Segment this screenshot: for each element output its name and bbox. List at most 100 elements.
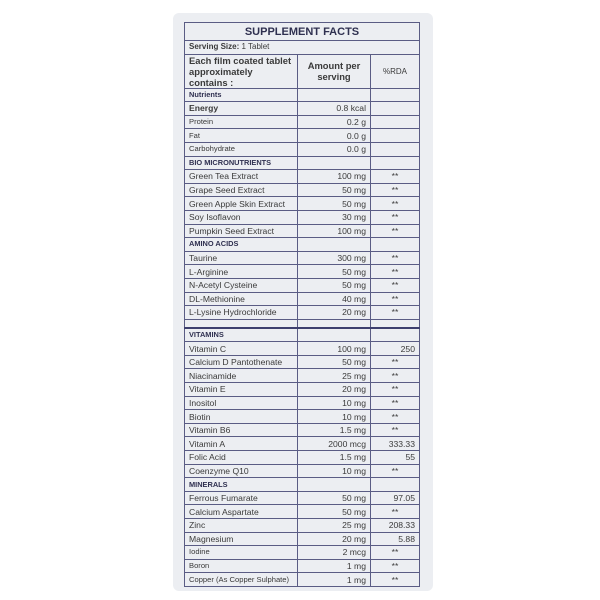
supplement-facts-table: SUPPLEMENT FACTS Serving Size: 1 Tablet … bbox=[184, 22, 420, 587]
table-row: Vitamin B6 1.5 mg ** bbox=[184, 422, 420, 438]
amount-per-serving: 2 mcg bbox=[297, 545, 371, 560]
empty-cell bbox=[297, 155, 371, 171]
ingredient-name: Vitamin A bbox=[184, 436, 298, 452]
table-row: DL-Methionine 40 mg ** bbox=[184, 291, 420, 307]
amount-per-serving: 1.5 mg bbox=[297, 450, 371, 465]
amount-per-serving: 100 mg bbox=[297, 341, 371, 356]
amount-per-serving: 0.8 kcal bbox=[297, 101, 371, 116]
amount-per-serving: 50 mg bbox=[297, 264, 371, 279]
amount-per-serving: 50 mg bbox=[297, 354, 371, 370]
rda-value: ** bbox=[370, 264, 420, 279]
ingredient-name: L-Lysine Hydrochloride bbox=[184, 305, 298, 320]
rda-value: ** bbox=[370, 395, 420, 411]
ingredient-name: Green Apple Skin Extract bbox=[184, 196, 298, 211]
empty-cell bbox=[370, 237, 420, 252]
table-row: Calcium D Pantothenate 50 mg ** bbox=[184, 354, 420, 370]
amount-per-serving: 50 mg bbox=[297, 182, 371, 198]
rda-value: ** bbox=[370, 368, 420, 384]
ingredient-name: Ferrous Fumarate bbox=[184, 490, 298, 506]
ingredient-name: Magnesium bbox=[184, 531, 298, 547]
ingredient-name: Vitamin E bbox=[184, 382, 298, 397]
rda-value: ** bbox=[370, 250, 420, 266]
rda-value: ** bbox=[370, 572, 420, 587]
amount-per-serving: 20 mg bbox=[297, 305, 371, 320]
rda-value bbox=[370, 141, 420, 157]
ingredient-name: Soy Isoflavon bbox=[184, 209, 298, 225]
amount-per-serving: 10 mg bbox=[297, 395, 371, 411]
amount-per-serving: 100 mg bbox=[297, 169, 371, 184]
empty-cell bbox=[297, 477, 371, 492]
ingredient-name: Energy bbox=[184, 101, 298, 116]
table-row: N-Acetyl Cysteine 50 mg ** bbox=[184, 277, 420, 293]
rda-value: ** bbox=[370, 209, 420, 225]
ingredient-name: Protein bbox=[184, 114, 298, 130]
rda-value: ** bbox=[370, 545, 420, 560]
empty-cell bbox=[297, 237, 371, 252]
amount-per-serving: 50 mg bbox=[297, 196, 371, 211]
table-title: SUPPLEMENT FACTS bbox=[184, 22, 420, 41]
amount-per-serving: 40 mg bbox=[297, 291, 371, 307]
table-row: Iodine 2 mcg ** bbox=[184, 545, 420, 560]
header-ingredient: Each film coated tablet approximately co… bbox=[184, 53, 298, 89]
table-row: Energy 0.8 kcal bbox=[184, 101, 420, 116]
amount-per-serving: 50 mg bbox=[297, 504, 371, 519]
amount-per-serving: 25 mg bbox=[297, 518, 371, 533]
amount-per-serving: 20 mg bbox=[297, 382, 371, 397]
table-row: Fat 0.0 g bbox=[184, 128, 420, 143]
ingredient-name: Zinc bbox=[184, 518, 298, 533]
amount-per-serving: 100 mg bbox=[297, 223, 371, 239]
empty-cell bbox=[370, 327, 420, 343]
serving-size: Serving Size: 1 Tablet bbox=[184, 40, 420, 55]
ingredient-name: Grape Seed Extract bbox=[184, 182, 298, 198]
ingredient-name: DL-Methionine bbox=[184, 291, 298, 307]
table-row: Magnesium 20 mg 5.88 bbox=[184, 531, 420, 547]
table-row: Carbohydrate 0.0 g bbox=[184, 141, 420, 157]
table-row: Inositol 10 mg ** bbox=[184, 395, 420, 411]
rda-value: ** bbox=[370, 463, 420, 479]
ingredient-name: Calcium D Pantothenate bbox=[184, 354, 298, 370]
ingredient-name: N-Acetyl Cysteine bbox=[184, 277, 298, 293]
table-row: Copper (As Copper Sulphate) 1 mg ** bbox=[184, 572, 420, 587]
rda-value: ** bbox=[370, 196, 420, 211]
rda-value bbox=[370, 114, 420, 130]
amount-per-serving: 1 mg bbox=[297, 572, 371, 587]
table-row: Biotin 10 mg ** bbox=[184, 409, 420, 424]
rda-value: 97.05 bbox=[370, 490, 420, 506]
table-row: L-Lysine Hydrochloride 20 mg ** bbox=[184, 305, 420, 320]
table-row: Coenzyme Q10 10 mg ** bbox=[184, 463, 420, 479]
empty-cell bbox=[370, 87, 420, 103]
rda-value: 5.88 bbox=[370, 531, 420, 547]
rda-value: 208.33 bbox=[370, 518, 420, 533]
amount-per-serving: 300 mg bbox=[297, 250, 371, 266]
table-row: Taurine 300 mg ** bbox=[184, 250, 420, 266]
section-title: Nutrients bbox=[184, 87, 298, 103]
ingredient-name: Iodine bbox=[184, 545, 298, 560]
ingredient-name: Pumpkin Seed Extract bbox=[184, 223, 298, 239]
empty-cell bbox=[370, 155, 420, 171]
serving-size-label: Serving Size: bbox=[189, 42, 240, 52]
rda-value: ** bbox=[370, 409, 420, 424]
rda-value: ** bbox=[370, 291, 420, 307]
empty-cell bbox=[370, 318, 420, 329]
table-row: Green Tea Extract 100 mg ** bbox=[184, 169, 420, 184]
table-row: Folic Acid 1.5 mg 55 bbox=[184, 450, 420, 465]
section-title: MINERALS bbox=[184, 477, 298, 492]
section-header: VITAMINS bbox=[184, 327, 420, 343]
table-row: Boron 1 mg ** bbox=[184, 558, 420, 574]
empty-cell bbox=[297, 87, 371, 103]
ingredient-name: Carbohydrate bbox=[184, 141, 298, 157]
ingredient-name: Copper (As Copper Sulphate) bbox=[184, 572, 298, 587]
section-header: MINERALS bbox=[184, 477, 420, 492]
amount-per-serving: 1.5 mg bbox=[297, 422, 371, 438]
table-row: Protein 0.2 g bbox=[184, 114, 420, 130]
table-row: Vitamin A 2000 mcg 333.33 bbox=[184, 436, 420, 452]
ingredient-name: Boron bbox=[184, 558, 298, 574]
amount-per-serving: 50 mg bbox=[297, 490, 371, 506]
ingredient-name: Coenzyme Q10 bbox=[184, 463, 298, 479]
header-amount: Amount per serving bbox=[297, 53, 371, 89]
table-row: Ferrous Fumarate 50 mg 97.05 bbox=[184, 490, 420, 506]
rda-value: ** bbox=[370, 223, 420, 239]
table-row: Grape Seed Extract 50 mg ** bbox=[184, 182, 420, 198]
serving-size-value: 1 Tablet bbox=[241, 42, 270, 52]
ingredient-name: Vitamin C bbox=[184, 341, 298, 356]
